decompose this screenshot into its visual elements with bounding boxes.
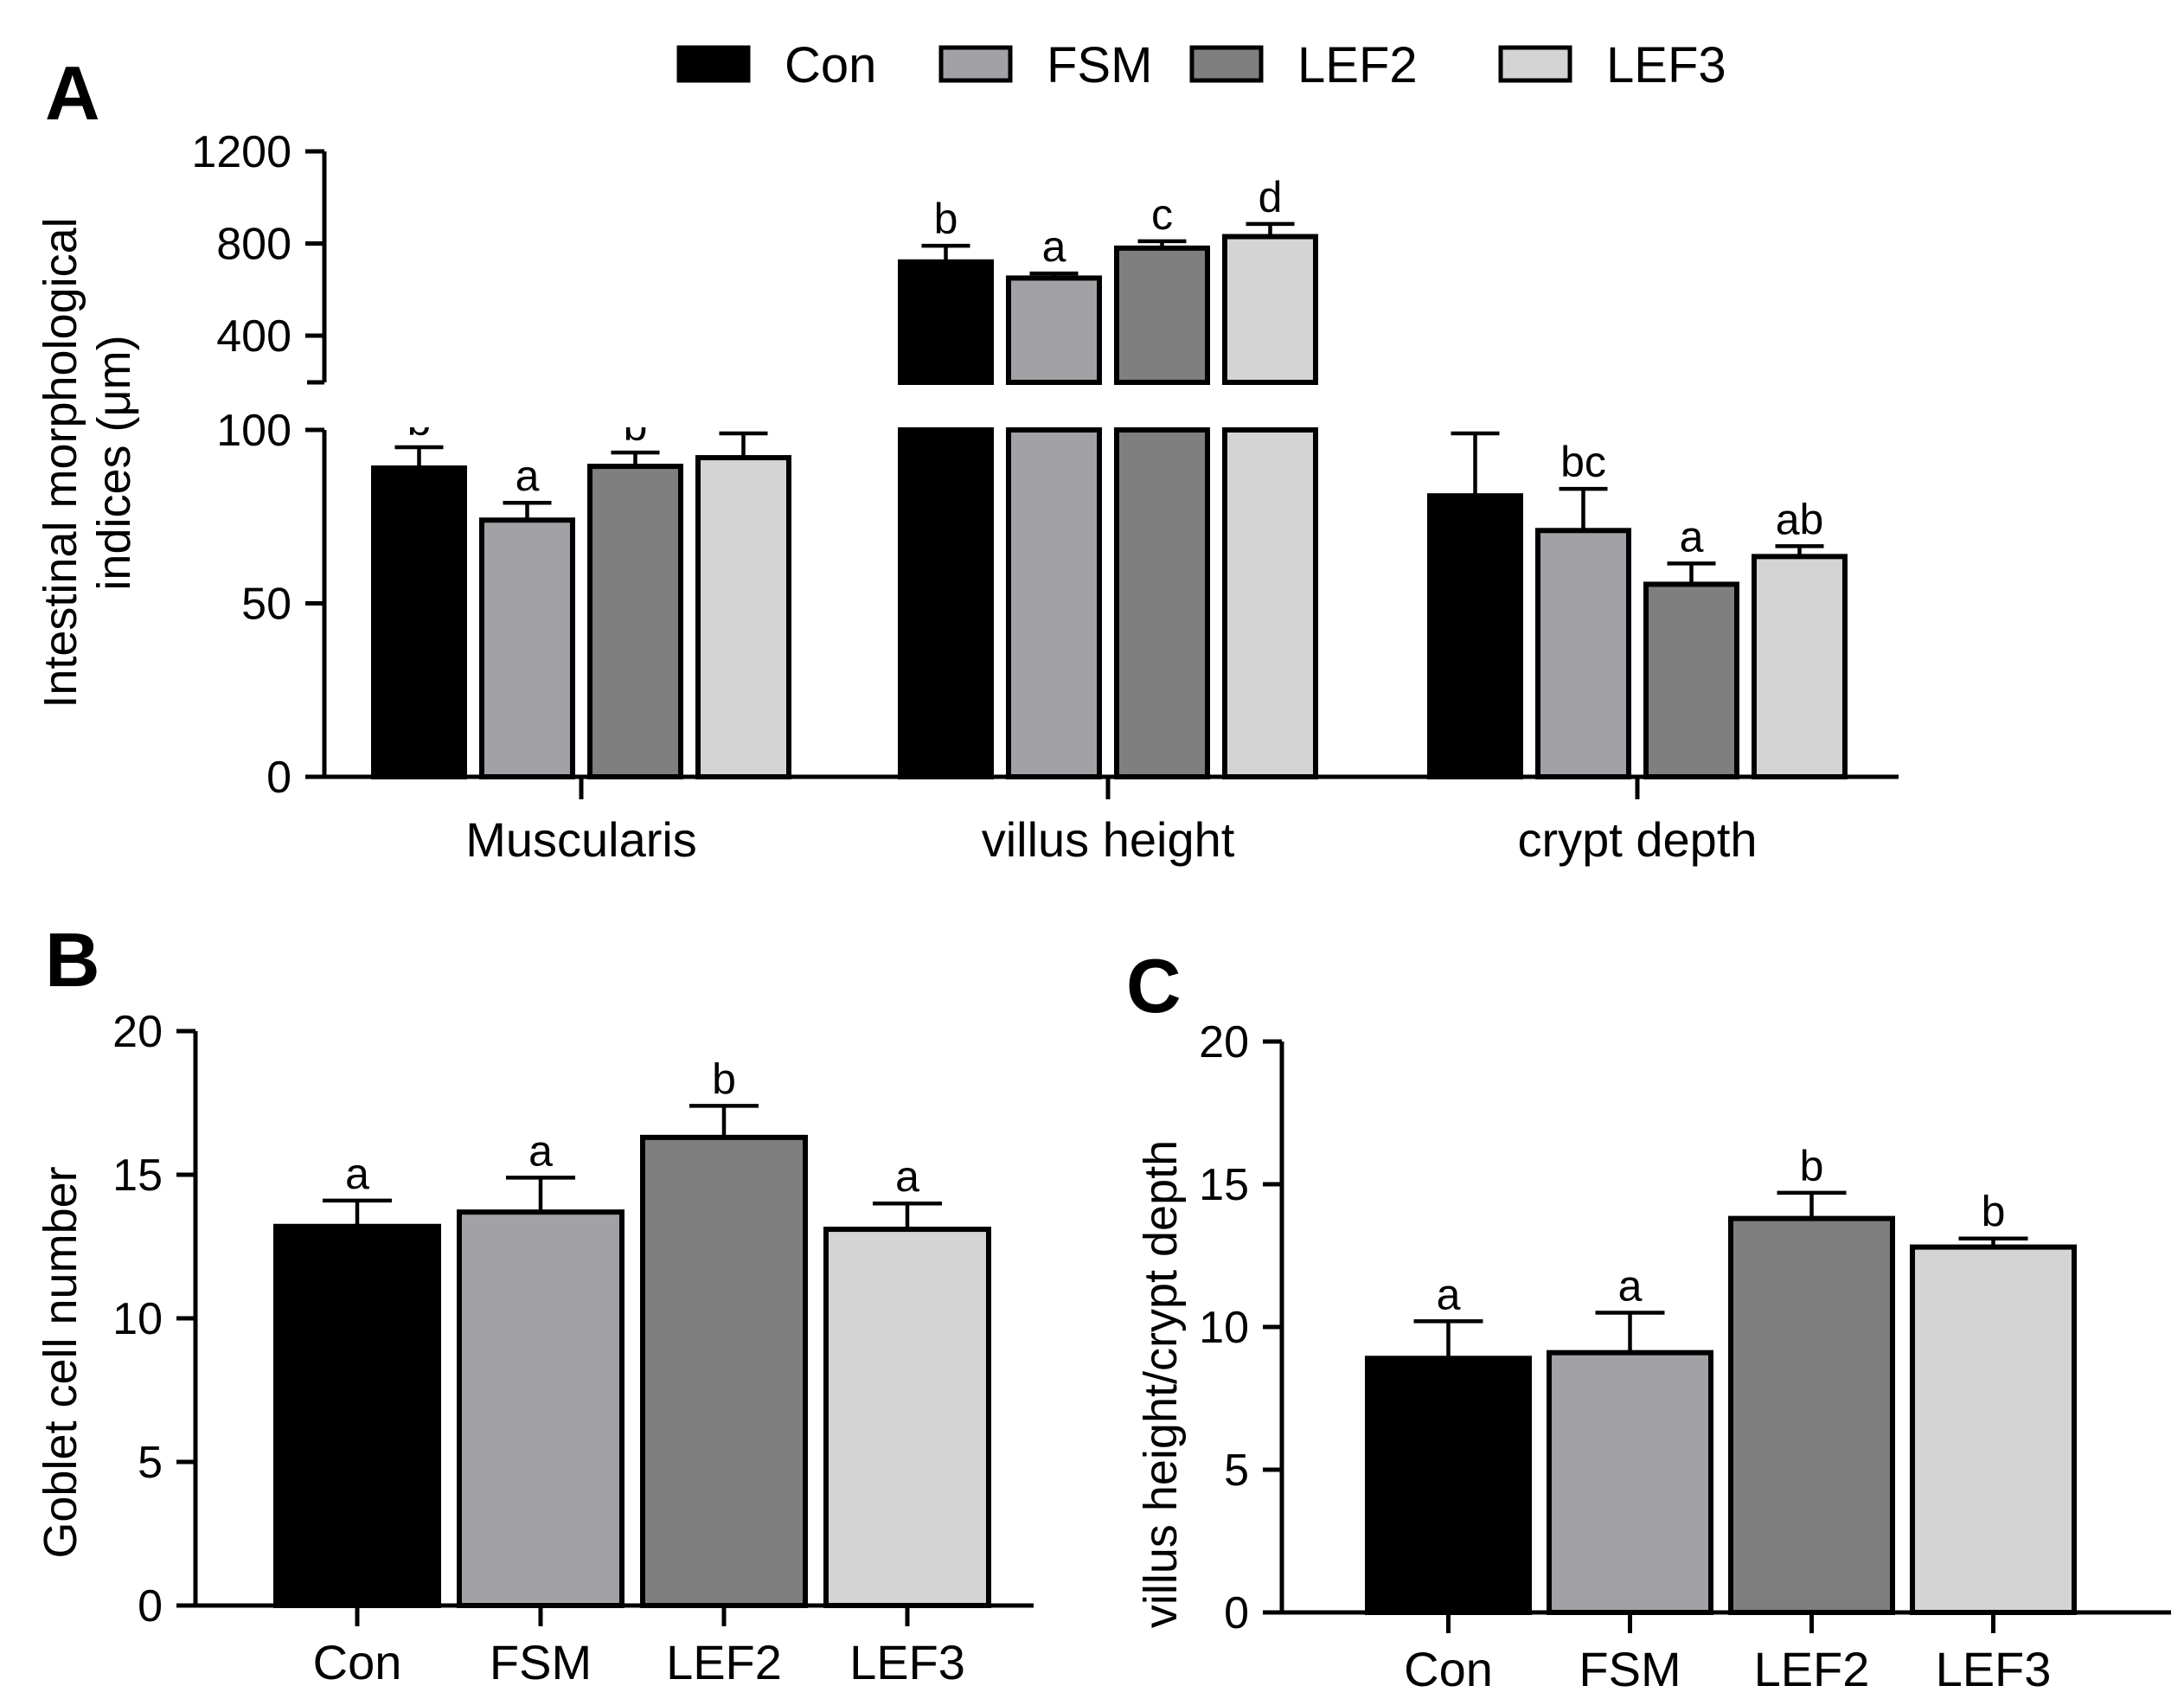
panel-a-significance-letter: a [1042, 222, 1066, 271]
panel-letter-a: A [45, 50, 100, 136]
panel-b-bar-lef3 [823, 1227, 991, 1608]
panel-a-ytick-label: 800 [216, 220, 291, 270]
panel-a-bar-lef2 [1643, 581, 1739, 779]
legend-label-con: Con [785, 37, 876, 93]
panel-c-bar-con [1365, 1356, 1532, 1616]
panel-a-bar-con [1427, 493, 1523, 779]
panel-a-category-label: Muscularis [465, 812, 697, 867]
panel-a-bar-lef3 [695, 455, 791, 780]
panel-a-ytick-label: 0 [266, 753, 291, 803]
panel-a-significance-letter: d [1259, 173, 1283, 221]
legend-label-fsm: FSM [1047, 37, 1152, 93]
panel-c-ytick-label: 15 [1199, 1160, 1249, 1210]
panel-c-significance-letter: a [1437, 1270, 1461, 1318]
panel-a-bar-lef2 [587, 464, 683, 779]
panel-c-ytick-label: 0 [1224, 1588, 1249, 1638]
panel-a-bar-lef3-lower [1222, 427, 1318, 779]
panel-a-bar-con-upper [898, 259, 994, 385]
panel-b: B Goblet cell number 0 5 10 15 20 a Con a FSM b LE… [35, 917, 1034, 1689]
panel-a-ytick-label: 100 [216, 406, 291, 456]
panel-c-plot: 0 5 10 15 20 a Con a FSM b LEF2 b LEF3 [1199, 1017, 2171, 1696]
panel-c-significance-letter: b [1982, 1188, 2006, 1236]
panel-a-ytick-label: 1200 [191, 127, 291, 177]
panel-c-significance-letter: b [1800, 1142, 1824, 1190]
panel-b-ytick-label: 20 [112, 1007, 163, 1057]
panel-a-significance-letter: a [516, 452, 540, 500]
panel-b-bar-lef2 [640, 1134, 808, 1608]
panel-a-bar-lef3 [1752, 554, 1848, 779]
panel-b-significance-letter: b [712, 1054, 736, 1103]
panel-a-ytick-label: 50 [241, 580, 291, 630]
panel-a-plot: 0501004008001200Muscularisbabbvillus hei… [191, 127, 1902, 867]
panel-c-category-label: FSM [1579, 1642, 1681, 1696]
panel-letter-c: C [1126, 943, 1182, 1029]
panel-c-bar-lef3 [1910, 1244, 2077, 1615]
panel-a-bar-fsm [1535, 528, 1631, 779]
panel-c-bar-fsm [1547, 1349, 1713, 1615]
panel-c-ytick-label: 10 [1199, 1303, 1249, 1353]
panel-b-category-label: LEF3 [849, 1635, 965, 1689]
panel-b-ytick-label: 5 [138, 1438, 163, 1488]
panel-c: C villus height/crypt depth 0 5 10 15 20 a Con… [1126, 943, 2171, 1696]
panel-b-bar-con [273, 1223, 441, 1608]
panel-b-ytick-label: 10 [112, 1294, 163, 1344]
panel-a-significance-letter: ab [1776, 495, 1824, 543]
panel-c-ytick-label: 5 [1224, 1445, 1249, 1496]
panel-a: A Intestinal morphological indices (μm) … [35, 50, 1902, 867]
legend-label-lef2: LEF2 [1297, 37, 1418, 93]
panel-a-bar-con [371, 465, 467, 779]
panel-letter-b: B [45, 917, 100, 1003]
legend-swatch-lef3 [1498, 45, 1572, 83]
panel-a-bar-fsm [479, 517, 575, 779]
panel-b-category-label: FSM [490, 1635, 592, 1689]
panel-a-significance-letter: a [1680, 512, 1704, 561]
legend-label-lef3: LEF3 [1606, 37, 1726, 93]
panel-b-plot: 0 5 10 15 20 a Con a FSM b LEF2 a LEF3 [112, 1007, 1034, 1689]
panel-a-bar-lef2-lower [1114, 427, 1210, 779]
panel-a-category-label: villus height [982, 812, 1235, 867]
panel-b-significance-letter: a [345, 1150, 369, 1198]
panel-a-significance-letter: c [1151, 190, 1173, 239]
panel-b-ytick-label: 0 [138, 1581, 163, 1631]
legend-swatch-con [676, 45, 751, 83]
panel-a-bar-fsm-lower [1006, 427, 1102, 779]
panel-c-category-label: Con [1404, 1642, 1493, 1696]
panel-b-category-label: Con [313, 1635, 402, 1689]
panel-c-bar-lef2 [1728, 1215, 1895, 1615]
panel-b-significance-letter: a [528, 1126, 553, 1175]
panel-a-bar-lef2-upper [1114, 245, 1210, 386]
legend-swatch-lef2 [1189, 45, 1264, 83]
panel-a-bar-lef3-upper [1222, 234, 1318, 386]
panel-c-ylabel: villus height/crypt depth [1135, 1140, 1187, 1628]
panel-b-bar-fsm [457, 1209, 624, 1609]
panel-b-ytick-label: 15 [112, 1151, 163, 1201]
panel-b-category-label: LEF2 [666, 1635, 782, 1689]
legend: Con FSM LEF2 LEF3 [676, 37, 1726, 93]
panel-c-category-label: LEF2 [1754, 1642, 1870, 1696]
panel-a-bar-fsm-upper [1006, 275, 1102, 385]
legend-swatch-fsm [938, 45, 1013, 83]
panel-a-significance-letter: bc [1560, 438, 1606, 486]
panel-a-significance-letter: b [934, 195, 958, 243]
panel-b-significance-letter: a [895, 1152, 919, 1201]
panel-c-ytick-label: 20 [1199, 1017, 1249, 1067]
panel-a-ylabel-line-1: Intestinal morphological [35, 217, 86, 708]
panel-b-ylabel: Goblet cell number [35, 1166, 86, 1558]
panel-c-significance-letter: a [1618, 1262, 1643, 1311]
panel-a-ytick-label: 400 [216, 311, 291, 362]
panel-a-axis-break-gap [328, 385, 1902, 427]
panel-a-bar-con-lower [898, 427, 994, 779]
panel-c-category-label: LEF3 [1936, 1642, 2052, 1696]
panel-a-ylabel-line-2: indices (μm) [88, 335, 140, 590]
panel-a-category-label: crypt depth [1517, 812, 1757, 867]
